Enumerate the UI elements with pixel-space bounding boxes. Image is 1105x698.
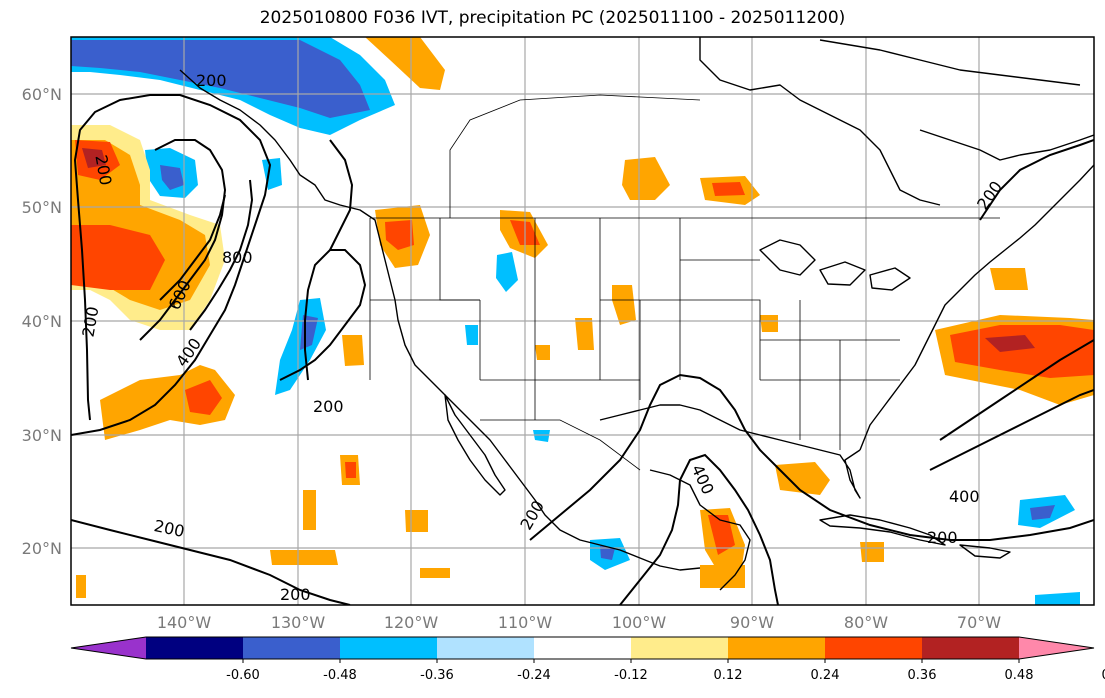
colorbar-segment [728, 637, 826, 659]
colorbar-tick-label: 0.36 [908, 668, 937, 683]
anomaly-positive-gulf-mexico [775, 462, 830, 495]
lat-tick-label: 40°N [22, 312, 62, 331]
colorbar-segment [437, 637, 535, 659]
anomaly-positive-ca [342, 335, 364, 366]
anomaly-positive-central-america-core [708, 515, 735, 555]
colorbar-segment [146, 637, 244, 659]
anomaly-negative-small-3 [1035, 592, 1080, 605]
anomaly-positive-pacific-s2 [303, 490, 316, 530]
lat-tick-label: 20°N [22, 539, 62, 558]
contour-label: 200 [196, 71, 227, 90]
colorbar-tick-label: -0.12 [614, 668, 648, 683]
coastlines [179, 37, 1094, 591]
latitude-ticks: 60°N 50°N 40°N 30°N 20°N [22, 85, 62, 558]
colorbar-tick-label: -0.36 [420, 668, 454, 683]
lon-tick-label: 70°W [957, 613, 1001, 632]
anomaly-positive-atlantic-core [985, 335, 1035, 352]
anomaly-negative-idaho [496, 252, 518, 292]
anomaly-positive-small-4 [365, 37, 445, 90]
anomaly-positive-pacific-s4 [405, 510, 428, 532]
lat-tick-label: 60°N [22, 85, 62, 104]
lon-tick-label: 110°W [498, 613, 553, 632]
precip-anomaly-fill [71, 37, 1094, 605]
anomaly-positive-small-1 [420, 568, 450, 578]
anomaly-positive-canada-2-core [712, 182, 745, 196]
contour-label: 400 [949, 487, 980, 506]
anomaly-positive-small-5 [535, 345, 550, 360]
anomaly-positive-caribbean [860, 542, 884, 562]
lon-tick-label: 130°W [271, 613, 326, 632]
anomaly-negative-mexico-core [600, 546, 615, 560]
map-title: 2025010800 F036 IVT, precipitation PC (2… [259, 8, 846, 28]
anomaly-positive-nm [575, 318, 594, 350]
contour-label: 200 [927, 528, 958, 547]
anomaly-negative-small-1 [533, 430, 550, 442]
colorbar-segment [922, 637, 1020, 659]
lat-tick-label: 50°N [22, 198, 62, 217]
anomaly-positive-pacific-west-nw-core [82, 148, 106, 168]
colorbar-tick-label: -0.60 [226, 668, 260, 683]
lon-tick-label: 100°W [612, 613, 667, 632]
contour-label: 200 [313, 397, 344, 416]
colorbar-tick-label: -0.24 [517, 668, 551, 683]
contour-label: 200 [280, 585, 311, 604]
lon-tick-label: 140°W [157, 613, 212, 632]
map-frame [70, 36, 1095, 606]
anomaly-positive-co [612, 285, 636, 325]
anomaly-positive-wa-core [385, 220, 414, 250]
lon-tick-label: 80°W [844, 613, 888, 632]
lon-tick-label: 90°W [730, 613, 774, 632]
colorbar: -0.60 -0.48 -0.36 -0.24 -0.12 0.12 0.24 0.36 0.4… [70, 636, 1105, 683]
contour-label: 800 [222, 248, 253, 267]
anomaly-negative-gulf-core [160, 165, 184, 190]
colorbar-extend-max [1019, 637, 1094, 659]
graticule [71, 37, 1094, 605]
colorbar-segment [534, 637, 632, 659]
colorbar-tick-label: 0.60 [1102, 668, 1105, 683]
colorbar-tick-label: 0.24 [811, 668, 840, 683]
colorbar-tick-label: -0.48 [323, 668, 357, 683]
anomaly-positive-pacific-s1-core [345, 462, 356, 478]
anomaly-negative-atlantic-core [1030, 505, 1055, 520]
anomaly-positive-yucatan [700, 565, 745, 588]
anomaly-positive-pacific-s3 [270, 550, 338, 565]
colorbar-tick-label: 0.48 [1005, 668, 1034, 683]
colorbar-segment [631, 637, 729, 659]
anomaly-positive-small-6 [76, 575, 86, 598]
lon-tick-label: 120°W [384, 613, 439, 632]
colorbar-segment [825, 637, 923, 659]
anomaly-positive-canada [622, 157, 670, 200]
lat-tick-label: 30°N [22, 426, 62, 445]
anomaly-positive-pacific-sw-core [185, 380, 222, 415]
longitude-ticks: 140°W 130°W 120°W 110°W 100°W 90°W 80°W … [157, 613, 1001, 632]
colorbar-segment [243, 637, 341, 659]
colorbar-extend-min [71, 637, 146, 659]
borders [369, 94, 1000, 471]
anomaly-negative-alaska-core [71, 40, 370, 118]
colorbar-outline [70, 636, 1095, 660]
anomaly-positive-small-2 [990, 268, 1028, 290]
anomaly-positive-pacific-west-core [71, 225, 165, 290]
colorbar-segment [340, 637, 438, 659]
ivt-contours [71, 94, 1094, 605]
colorbar-tick-label: 0.12 [714, 668, 743, 683]
anomaly-positive-small-3 [760, 315, 778, 332]
anomaly-negative-small-2 [465, 325, 478, 345]
